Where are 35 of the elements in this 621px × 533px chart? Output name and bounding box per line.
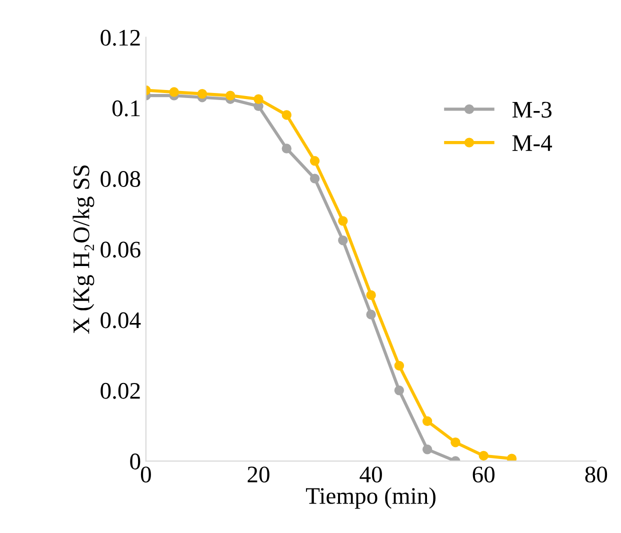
point — [197, 88, 208, 99]
x-tick-label: 20 — [248, 466, 270, 483]
point — [282, 144, 292, 154]
legend-label: M-4 — [512, 135, 552, 151]
x-tick-label: 80 — [585, 466, 608, 483]
point — [366, 310, 376, 320]
point — [422, 444, 432, 454]
point — [422, 416, 432, 426]
point — [310, 174, 320, 184]
point — [254, 94, 264, 104]
point — [310, 156, 320, 166]
y-tick-label: 0.06 — [100, 242, 140, 258]
point — [450, 437, 460, 448]
point — [225, 90, 236, 100]
point — [338, 235, 348, 246]
point — [478, 450, 488, 461]
point — [169, 87, 179, 97]
point — [282, 110, 292, 120]
y-tick-label: 0.12 — [100, 30, 140, 46]
x-tick-label: 40 — [360, 466, 382, 483]
x-tick-label: 0 — [140, 466, 151, 483]
y-tick-label: 0.08 — [100, 171, 140, 188]
point — [394, 360, 404, 371]
y-tick-label: 0.02 — [100, 382, 140, 399]
y-tick-label: 0 — [130, 454, 140, 470]
legend-label: M-3 — [512, 102, 552, 118]
y-tick-label: 0.1 — [112, 100, 140, 116]
x-tick-label: 60 — [472, 466, 495, 483]
point — [366, 290, 376, 300]
y-tick-label: 0.04 — [100, 312, 141, 328]
point — [506, 454, 517, 462]
y-axis-title: X (Kg H₂O/kg SS — [72, 166, 94, 334]
point — [338, 216, 348, 226]
point — [394, 386, 404, 396]
x-axis-title: Tiempo (min) — [306, 487, 436, 509]
